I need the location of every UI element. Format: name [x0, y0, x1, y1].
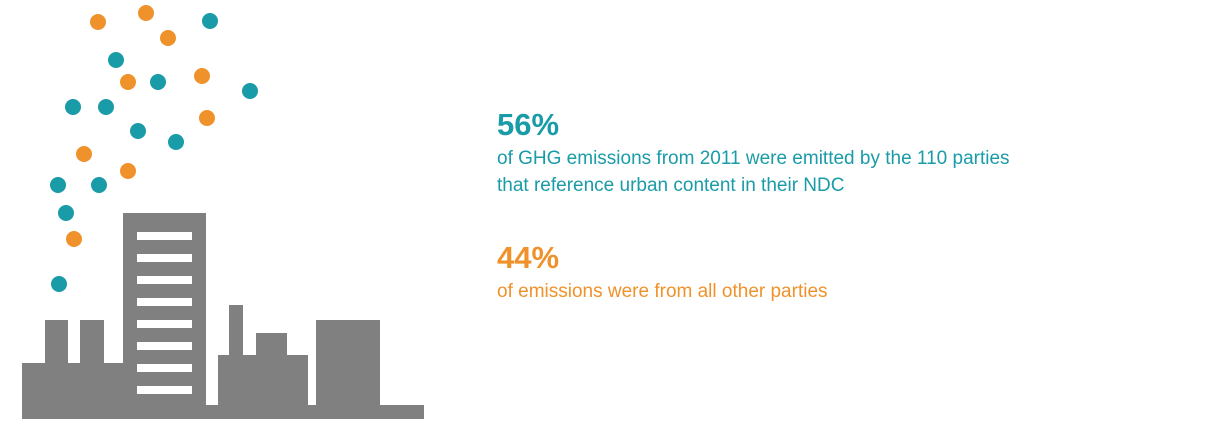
stat-description: that reference urban content in their ND… — [497, 175, 844, 196]
stats: 56% of GHG emissions from 2011 were emitt… — [497, 107, 1010, 302]
stat-figure: 44% — [497, 240, 559, 275]
stat-description: of emissions were from all other parties — [497, 281, 828, 302]
factory — [22, 213, 424, 419]
stat-figure: 56% — [497, 107, 559, 142]
smoke-dots — [50, 5, 258, 292]
stat-description: of GHG emissions from 2011 were emitted … — [497, 148, 1010, 169]
